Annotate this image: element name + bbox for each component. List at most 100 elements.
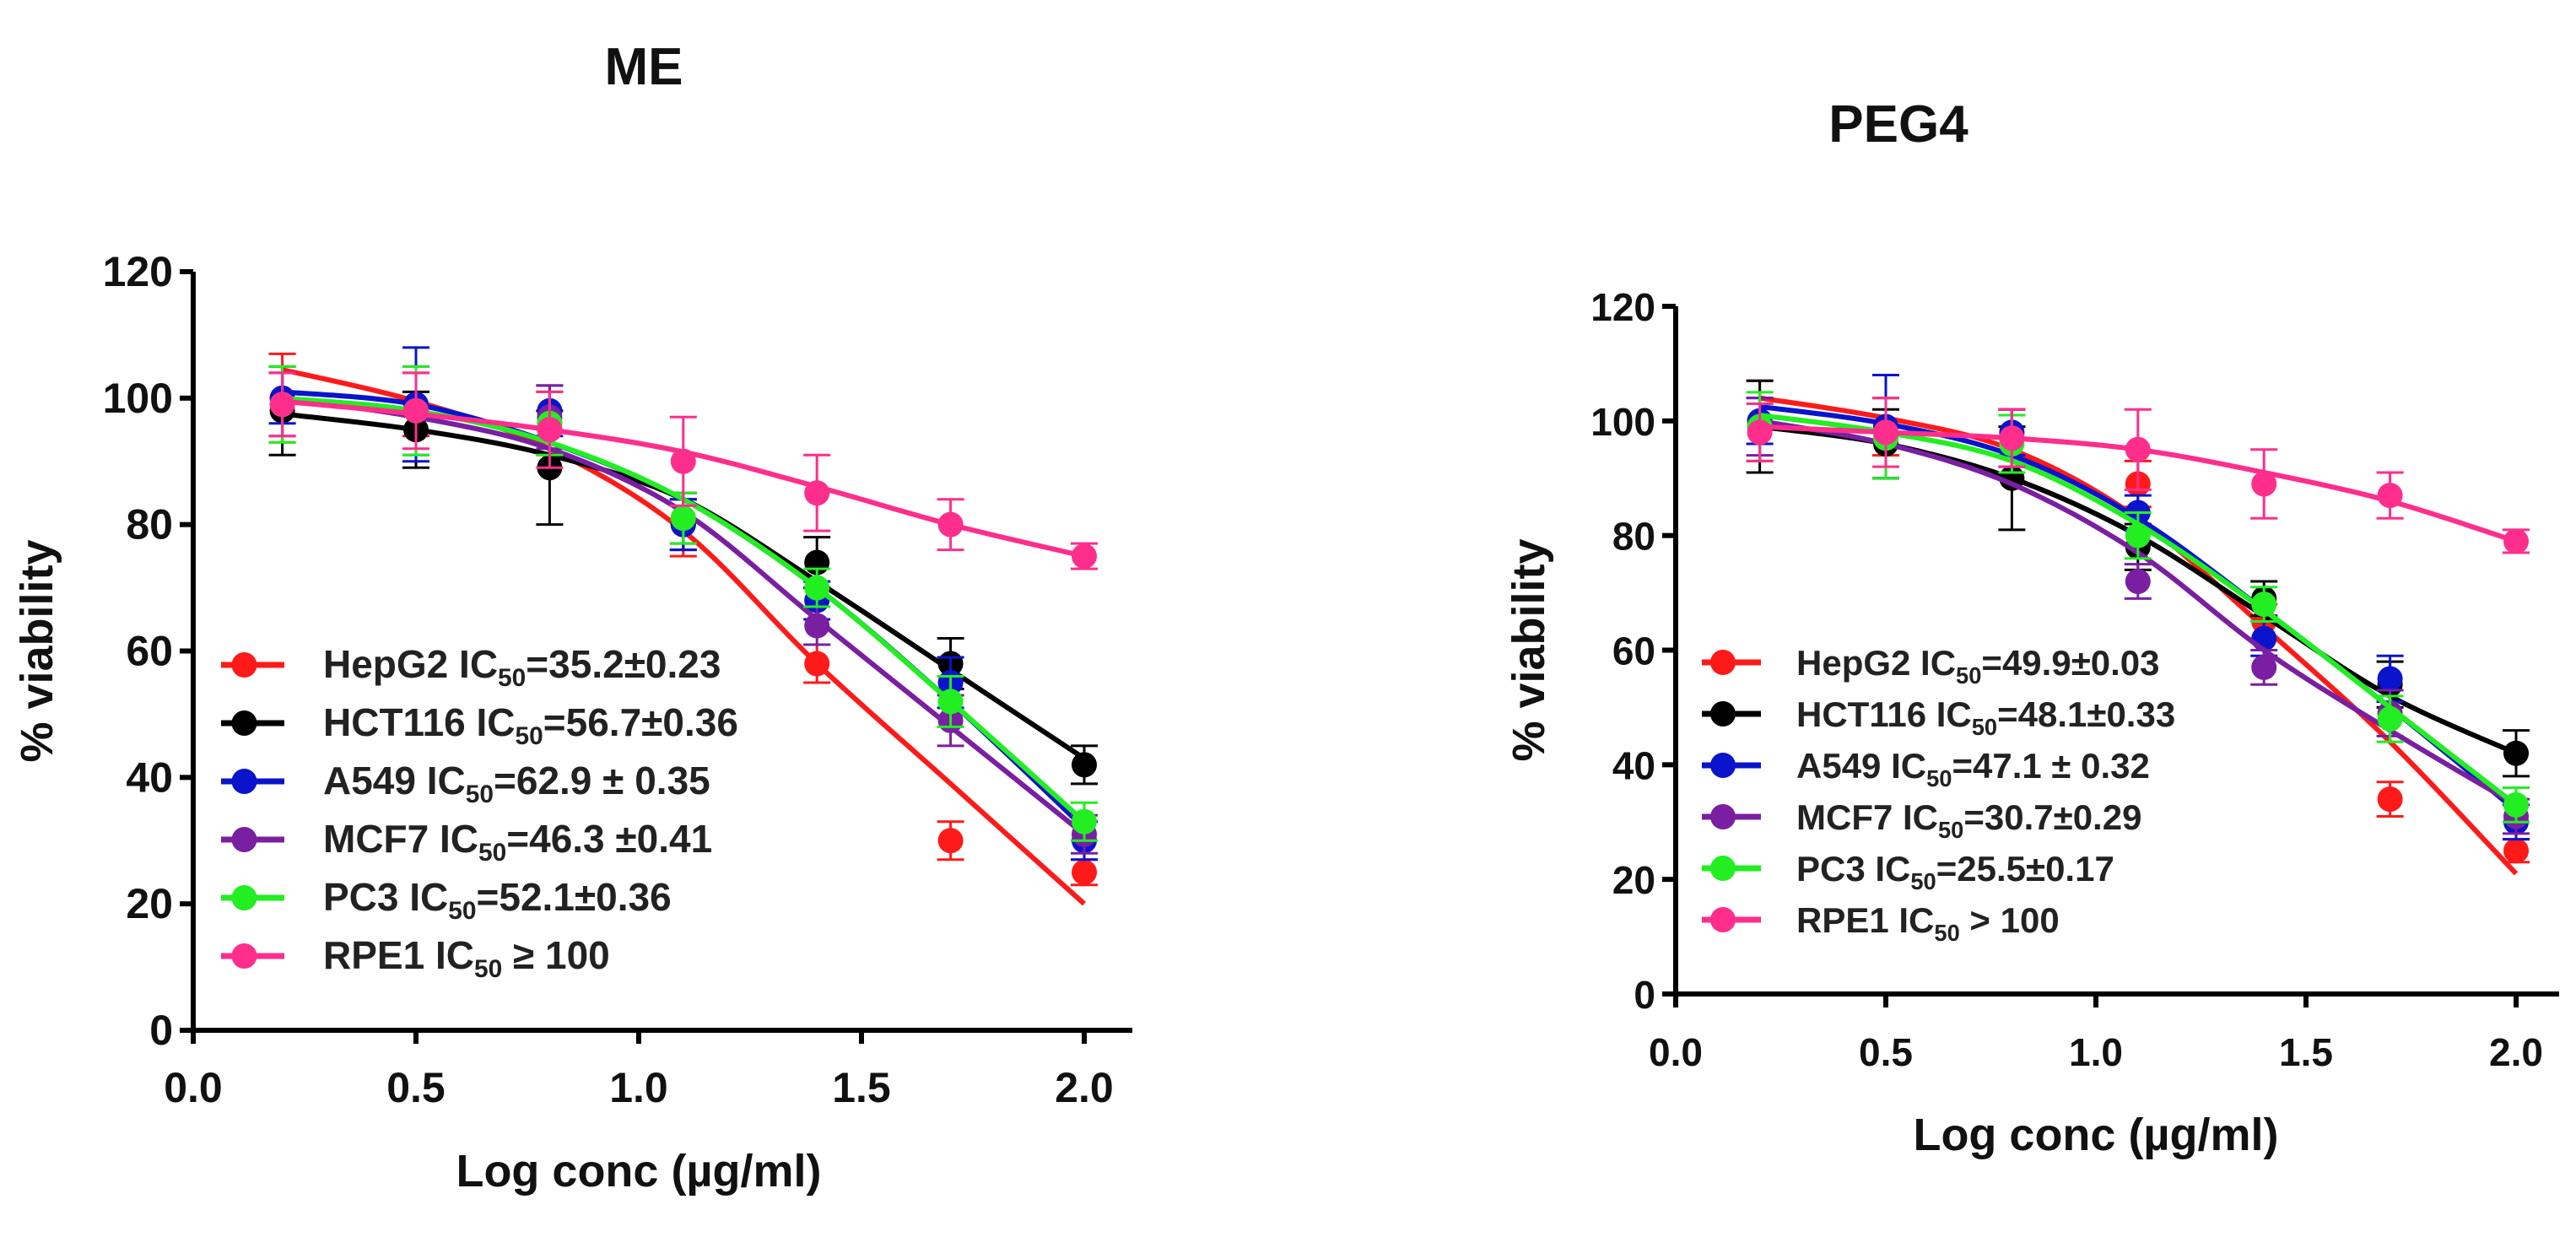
legend-marker xyxy=(1710,753,1736,778)
data-point-pc3 xyxy=(2503,791,2529,818)
series-rpe1 xyxy=(268,371,1098,570)
legend-ic50-value: =48.1±0.33 xyxy=(1997,694,2175,734)
data-point-mcf7 xyxy=(2251,654,2277,680)
legend-label: RPE1 IC50 > 100 xyxy=(1796,900,2060,946)
data-point-hepg2 xyxy=(1072,859,1097,885)
legend-name: A549 IC xyxy=(1796,746,1926,786)
data-point-pc3 xyxy=(937,689,964,715)
x-tick-label: 2.0 xyxy=(2489,1030,2543,1074)
y-tick-label: 20 xyxy=(1612,858,1655,902)
y-tick-label: 100 xyxy=(1590,400,1655,444)
legend-subscript: 50 xyxy=(1926,765,1952,791)
y-tick-label: 60 xyxy=(126,628,173,675)
data-point-hct116 xyxy=(2503,740,2529,766)
legend-subscript: 50 xyxy=(1910,868,1936,894)
y-axis-label: % viability xyxy=(1504,538,1554,761)
legend-label: HepG2 IC50=49.9±0.03 xyxy=(1796,643,2160,689)
legend-marker xyxy=(1710,804,1736,829)
y-tick-label: 60 xyxy=(1612,629,1655,673)
legend-name: PC3 IC xyxy=(1796,849,1910,889)
legend-name: MCF7 IC xyxy=(323,817,478,861)
data-point-rpe1 xyxy=(937,511,964,537)
legend-item-hct116: HCT116 IC50=48.1±0.33 xyxy=(1702,694,2175,740)
legend-marker xyxy=(231,885,257,910)
data-point-rpe1 xyxy=(1999,425,2025,451)
legend-item-a549: A549 IC50=47.1 ± 0.32 xyxy=(1702,746,2150,791)
data-point-rpe1 xyxy=(537,417,563,443)
legend-ic50-value: =52.1±0.36 xyxy=(477,875,672,919)
legend-ic50-value: =62.9 ± 0.35 xyxy=(494,759,710,802)
data-point-hepg2 xyxy=(937,828,964,854)
y-tick-label: 80 xyxy=(126,501,173,548)
data-point-pc3 xyxy=(1072,808,1097,835)
legend-label: MCF7 IC50=30.7±0.29 xyxy=(1796,797,2141,843)
legend-name: RPE1 IC xyxy=(1796,900,1934,940)
legend-label: HCT116 IC50=56.7±0.36 xyxy=(323,700,738,750)
x-axis-label: Log conc (µg/ml) xyxy=(456,1146,821,1196)
y-tick-label: 100 xyxy=(103,375,173,422)
y-tick-label: 20 xyxy=(126,880,173,927)
data-point-hepg2 xyxy=(2377,786,2403,813)
legend-item-mcf7: MCF7 IC50=30.7±0.29 xyxy=(1702,797,2141,843)
data-point-hepg2 xyxy=(804,651,830,677)
legend-name: HCT116 IC xyxy=(323,700,516,744)
legend-item-pc3: PC3 IC50=25.5±0.17 xyxy=(1702,849,2114,894)
legend-ic50-value: =35.2±0.23 xyxy=(526,642,721,686)
legend-ic50-value: ≥ 100 xyxy=(502,933,610,977)
y-tick-label: 120 xyxy=(103,248,173,295)
data-point-a549 xyxy=(2377,666,2403,692)
legend-marker xyxy=(1710,650,1736,675)
y-tick-label: 80 xyxy=(1612,515,1655,559)
legend-subscript: 50 xyxy=(1934,920,1959,946)
x-tick-label: 1.5 xyxy=(832,1064,891,1111)
data-point-hct116 xyxy=(1072,752,1097,778)
data-point-pc3 xyxy=(2125,522,2151,548)
x-tick-label: 1.0 xyxy=(609,1064,668,1111)
legend-name: MCF7 IC xyxy=(1796,797,1938,837)
legend-name: PC3 IC xyxy=(323,875,448,919)
x-tick-label: 0.0 xyxy=(1649,1030,1703,1074)
x-tick-label: 0.0 xyxy=(164,1064,223,1111)
legend-ic50-value: =30.7±0.29 xyxy=(1963,797,2141,837)
legend-label: MCF7 IC50=46.3 ±0.41 xyxy=(323,817,712,867)
legend-label: HepG2 IC50=35.2±0.23 xyxy=(323,642,721,692)
legend-ic50-value: =47.1 ± 0.32 xyxy=(1952,746,2149,786)
y-tick-label: 0 xyxy=(149,1007,173,1054)
legend-marker xyxy=(1710,907,1736,932)
legend-item-pc3: PC3 IC50=52.1±0.36 xyxy=(221,875,672,925)
legend-subscript: 50 xyxy=(498,664,526,692)
chart-panel-peg4: PEG4 0 20 40 60 80 100 120 0.0 0.5 1.0 1.5 2.0 Log co… xyxy=(1504,95,2559,1160)
legend-ic50-value: > 100 xyxy=(1960,900,2060,940)
legend-subscript: 50 xyxy=(478,839,506,867)
legend-label: RPE1 IC50 ≥ 100 xyxy=(323,933,610,983)
data-point-pc3 xyxy=(2377,706,2403,732)
legend-subscript: 50 xyxy=(474,955,502,983)
x-tick-label: 1.0 xyxy=(2069,1030,2123,1074)
data-point-rpe1 xyxy=(1873,419,1898,446)
data-point-rpe1 xyxy=(403,397,429,424)
legend-marker xyxy=(1710,856,1736,881)
legend-label: PC3 IC50=52.1±0.36 xyxy=(323,875,672,925)
legend-subscript: 50 xyxy=(1938,817,1963,843)
data-point-mcf7 xyxy=(804,613,830,639)
data-point-rpe1 xyxy=(2125,436,2151,462)
data-point-rpe1 xyxy=(1747,419,1773,446)
legend-label: PC3 IC50=25.5±0.17 xyxy=(1796,849,2114,894)
x-tick-label: 0.5 xyxy=(386,1064,446,1111)
data-point-hepg2 xyxy=(2503,838,2529,864)
x-axis-label: Log conc (µg/ml) xyxy=(1913,1110,2278,1160)
legend-name: HepG2 IC xyxy=(1796,643,1956,683)
series-rpe1 xyxy=(1746,397,2530,554)
legend-marker xyxy=(231,827,257,852)
data-point-rpe1 xyxy=(269,392,295,418)
legend-subscript: 50 xyxy=(1956,662,1981,689)
legend-name: A549 IC xyxy=(323,759,466,802)
x-tick-label: 1.5 xyxy=(2279,1030,2333,1074)
legend-item-a549: A549 IC50=62.9 ± 0.35 xyxy=(221,759,710,808)
legend-item-rpe1: RPE1 IC50 > 100 xyxy=(1702,900,2060,946)
y-tick-label: 120 xyxy=(1590,285,1655,329)
chart-panel-me: ME 0 20 40 60 80 100 120 0.0 0.5 1.0 1.5 2.0 Log conc… xyxy=(12,38,1132,1196)
x-tick-label: 0.5 xyxy=(1859,1030,1913,1074)
data-point-rpe1 xyxy=(2503,528,2529,554)
